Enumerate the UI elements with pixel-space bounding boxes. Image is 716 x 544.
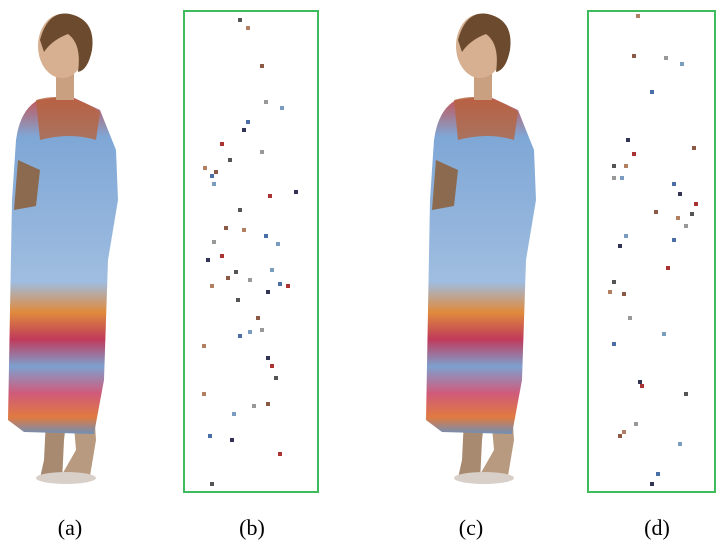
dot — [210, 482, 214, 486]
dot — [202, 392, 206, 396]
dot — [212, 182, 216, 186]
dot — [238, 18, 242, 22]
panel-d-frame — [588, 11, 715, 492]
dot — [634, 422, 638, 426]
dot — [632, 54, 636, 58]
dot — [622, 292, 626, 296]
dot — [238, 208, 242, 212]
dot — [622, 430, 626, 434]
dot — [278, 282, 282, 286]
dot — [628, 316, 632, 320]
dot — [224, 226, 228, 230]
dot — [650, 482, 654, 486]
dot — [266, 356, 270, 360]
dot — [242, 128, 246, 132]
dot — [294, 190, 298, 194]
dot — [618, 244, 622, 248]
dot — [694, 202, 698, 206]
dot — [202, 344, 206, 348]
dot — [242, 228, 246, 232]
dot — [256, 316, 260, 320]
dot — [678, 442, 682, 446]
dot — [684, 224, 688, 228]
dot — [664, 56, 668, 60]
dot — [624, 164, 628, 168]
dot — [612, 176, 616, 180]
dot — [280, 106, 284, 110]
dot — [232, 412, 236, 416]
dot — [678, 192, 682, 196]
dot — [212, 240, 216, 244]
caption: (d) — [644, 515, 670, 540]
dot — [236, 298, 240, 302]
dot — [672, 238, 676, 242]
dot — [672, 182, 676, 186]
dot — [276, 242, 280, 246]
dot — [203, 166, 207, 170]
dot — [270, 364, 274, 368]
dot — [268, 194, 272, 198]
dot — [612, 164, 616, 168]
dot — [636, 14, 640, 18]
caption: (a) — [58, 515, 82, 540]
dot — [264, 100, 268, 104]
dot — [632, 152, 636, 156]
dot — [662, 332, 666, 336]
dot — [260, 328, 264, 332]
dot — [228, 158, 232, 162]
dot — [226, 276, 230, 280]
image-c — [426, 14, 536, 484]
dot — [260, 64, 264, 68]
dot — [220, 254, 224, 258]
dot — [266, 290, 270, 294]
dot — [264, 234, 268, 238]
dot — [654, 210, 658, 214]
dot — [692, 146, 696, 150]
caption: (b) — [239, 515, 265, 540]
dot — [248, 330, 252, 334]
dot — [248, 278, 252, 282]
dot — [680, 62, 684, 66]
figure: (a) (b) (c) (d) — [0, 0, 716, 544]
dot — [640, 384, 644, 388]
dot — [220, 142, 224, 146]
dot — [270, 268, 274, 272]
dot — [246, 26, 250, 30]
dot — [278, 452, 282, 456]
dot — [238, 334, 242, 338]
dot — [618, 434, 622, 438]
page: (a) (b) (c) (d) (() => { const data = JS… — [0, 0, 716, 544]
dot — [260, 150, 264, 154]
dot — [210, 174, 214, 178]
dot — [208, 434, 212, 438]
dot — [626, 138, 630, 142]
dot — [246, 120, 250, 124]
dot — [230, 438, 234, 442]
dot — [620, 176, 624, 180]
dot — [286, 284, 290, 288]
dot — [676, 216, 680, 220]
dot — [624, 234, 628, 238]
dot — [266, 402, 270, 406]
dot — [274, 376, 278, 380]
dot — [690, 212, 694, 216]
dot — [684, 392, 688, 396]
dot — [206, 258, 210, 262]
panel-b-frame — [184, 11, 318, 492]
dot — [234, 270, 238, 274]
dot — [650, 90, 654, 94]
image-a — [8, 14, 118, 484]
dot — [612, 280, 616, 284]
dot — [612, 342, 616, 346]
dot — [214, 170, 218, 174]
dot — [252, 404, 256, 408]
dot — [638, 380, 642, 384]
caption: (c) — [459, 515, 483, 540]
dot — [666, 266, 670, 270]
dot — [210, 284, 214, 288]
dot — [608, 290, 612, 294]
dot — [656, 472, 660, 476]
